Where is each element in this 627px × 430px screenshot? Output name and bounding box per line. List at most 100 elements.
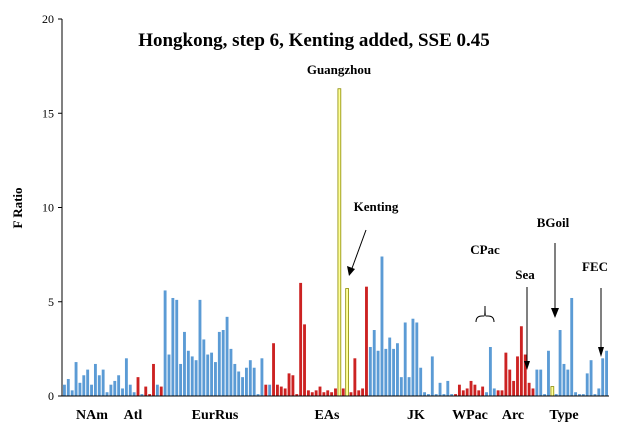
bar-39 xyxy=(214,362,217,396)
bar-41 xyxy=(221,330,225,396)
bar-18 xyxy=(132,392,136,396)
bar-129 xyxy=(562,363,566,396)
bar-40 xyxy=(217,331,221,396)
annotation-cpac-bracket xyxy=(475,305,495,323)
bar-5 xyxy=(82,375,86,396)
bar-43 xyxy=(229,348,233,397)
bar-17 xyxy=(128,384,132,396)
bar-60 xyxy=(295,394,299,396)
bar-0 xyxy=(63,384,66,396)
bar-64 xyxy=(310,392,314,396)
annotation-sea: Sea xyxy=(515,267,535,282)
bar-19 xyxy=(136,377,140,396)
bar-84 xyxy=(388,337,392,396)
bar-47 xyxy=(245,367,248,396)
bar-66 xyxy=(318,386,322,396)
bar-123 xyxy=(539,369,543,396)
bar-106 xyxy=(473,384,477,396)
bar-122 xyxy=(535,369,539,396)
bar-103 xyxy=(461,390,465,396)
bar-89 xyxy=(407,377,411,396)
bar-105 xyxy=(469,380,473,396)
bar-77 xyxy=(361,388,365,396)
bar-92 xyxy=(419,367,423,396)
bar-26 xyxy=(163,290,167,396)
bar-65 xyxy=(314,390,318,396)
bar-57 xyxy=(283,388,287,396)
group-label-arc: Arc xyxy=(502,408,524,423)
bar-33 xyxy=(190,356,194,396)
bar-80 xyxy=(372,330,376,396)
bar-114 xyxy=(504,352,508,396)
group-label-wpac: WPac xyxy=(452,408,488,423)
bar-25 xyxy=(159,386,163,396)
bar-74 xyxy=(349,392,353,396)
bar-90 xyxy=(411,318,415,396)
bar-56 xyxy=(279,386,283,396)
bar-63 xyxy=(306,390,310,396)
bar-136 xyxy=(589,360,593,396)
bar-81 xyxy=(376,350,380,396)
bar-109 xyxy=(485,392,488,396)
bar-132 xyxy=(574,392,578,396)
bar-115 xyxy=(508,369,512,396)
bar-1 xyxy=(66,379,70,396)
bar-21 xyxy=(144,386,148,396)
bar-98 xyxy=(442,394,446,396)
group-label-type: Type xyxy=(549,408,578,423)
bar-54 xyxy=(272,343,275,396)
bar-23 xyxy=(152,363,155,396)
bar-139 xyxy=(601,358,605,396)
annotation-sea-arrowhead xyxy=(524,361,530,370)
bar-30 xyxy=(179,363,183,396)
annotation-guangzhou: Guangzhou xyxy=(307,62,371,77)
y-tick-label: 20 xyxy=(42,12,54,26)
bar-96 xyxy=(434,394,438,396)
bar-53 xyxy=(268,384,272,396)
bar-91 xyxy=(415,322,419,396)
bar-11 xyxy=(105,392,109,396)
bar-127 xyxy=(554,394,558,396)
bar-72 xyxy=(341,388,345,396)
bar-82 xyxy=(380,256,384,396)
bar-71 xyxy=(337,88,342,397)
bar-104 xyxy=(465,388,469,396)
bar-121 xyxy=(531,388,535,396)
bar-46 xyxy=(241,377,244,396)
bar-110 xyxy=(488,346,492,396)
bar-24 xyxy=(155,384,159,396)
bar-55 xyxy=(275,384,279,396)
y-tick-label: 10 xyxy=(42,201,54,215)
annotation-cpac: CPac xyxy=(470,242,500,257)
bar-8 xyxy=(93,363,97,396)
bar-50 xyxy=(256,394,260,396)
bar-118 xyxy=(519,326,523,396)
bar-62 xyxy=(303,324,306,396)
bar-67 xyxy=(322,392,326,396)
bar-61 xyxy=(299,282,303,396)
annotation-bgoil-arrowhead xyxy=(551,308,559,318)
bar-111 xyxy=(492,388,496,396)
bar-140 xyxy=(605,350,608,396)
bar-137 xyxy=(593,394,597,396)
bar-29 xyxy=(175,299,179,396)
bar-48 xyxy=(248,360,252,396)
annotation-kenting-arrow xyxy=(350,229,367,272)
group-label-eurrus: EurRus xyxy=(192,408,239,423)
bar-34 xyxy=(194,360,198,396)
group-label-eas: EAs xyxy=(315,408,340,423)
bar-100 xyxy=(450,394,454,396)
bar-75 xyxy=(353,358,357,396)
bar-88 xyxy=(403,322,407,396)
bar-38 xyxy=(210,352,214,396)
bar-4 xyxy=(78,382,82,396)
bar-27 xyxy=(167,354,171,396)
bar-49 xyxy=(252,367,256,396)
bar-101 xyxy=(454,394,457,396)
bar-2 xyxy=(70,390,74,396)
bar-128 xyxy=(558,330,562,396)
bar-73 xyxy=(345,288,349,397)
bar-135 xyxy=(585,373,589,396)
bar-108 xyxy=(481,386,485,396)
